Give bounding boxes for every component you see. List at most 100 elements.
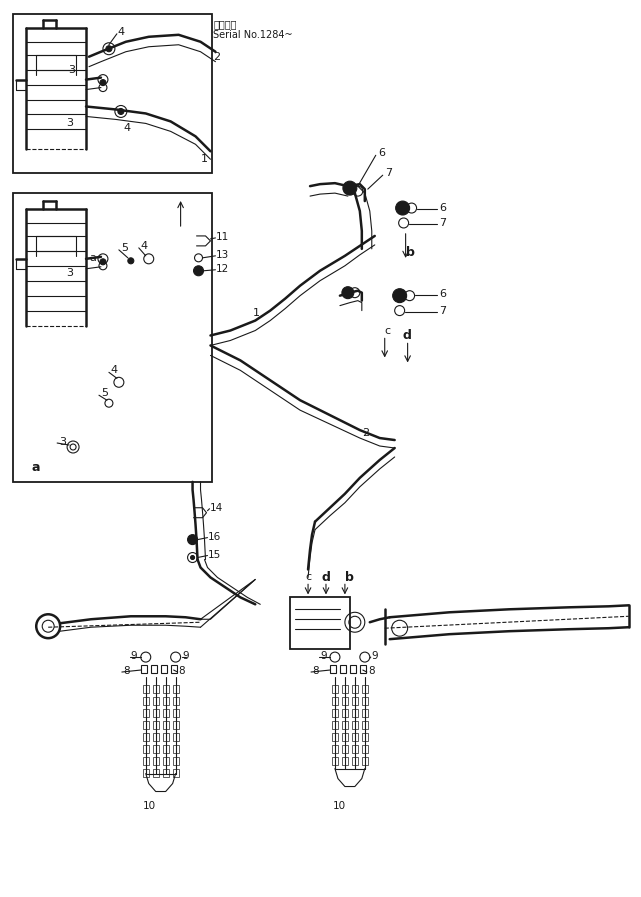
Text: 15: 15 (208, 550, 221, 560)
Circle shape (190, 555, 195, 560)
Text: d: d (403, 329, 412, 342)
Text: 9: 9 (320, 651, 327, 661)
Bar (163, 757, 169, 764)
Bar (332, 709, 338, 717)
Text: 4: 4 (118, 27, 125, 37)
Bar (362, 721, 368, 728)
Bar (352, 697, 358, 705)
Bar (163, 733, 169, 741)
Bar (161, 665, 167, 673)
Bar (172, 745, 179, 753)
Bar (143, 769, 149, 777)
Bar (153, 697, 159, 705)
Text: 2: 2 (213, 52, 221, 62)
Text: 10: 10 (333, 801, 346, 812)
Bar (143, 721, 149, 728)
Circle shape (393, 289, 406, 302)
Bar (332, 697, 338, 705)
Bar (340, 665, 346, 673)
Bar (362, 685, 368, 693)
Bar (172, 685, 179, 693)
Bar (332, 757, 338, 764)
Bar (172, 757, 179, 764)
Bar (143, 733, 149, 741)
Bar (163, 721, 169, 728)
Text: 9: 9 (372, 651, 378, 661)
Bar (163, 745, 169, 753)
Bar (153, 709, 159, 717)
Text: 13: 13 (215, 250, 229, 260)
Text: c: c (305, 572, 311, 582)
Bar (172, 697, 179, 705)
Circle shape (100, 80, 106, 85)
Text: b: b (406, 247, 415, 259)
Text: 9: 9 (183, 651, 189, 661)
Bar (153, 721, 159, 728)
Bar (143, 697, 149, 705)
Text: 6: 6 (440, 203, 447, 213)
Text: 12: 12 (215, 264, 229, 274)
Bar (153, 685, 159, 693)
Bar (143, 685, 149, 693)
Circle shape (100, 259, 106, 265)
Text: 6: 6 (440, 289, 447, 299)
Bar (362, 709, 368, 717)
Text: 1: 1 (201, 154, 208, 164)
Bar (13, 13, 212, 173)
Text: 6: 6 (378, 148, 385, 158)
Bar (342, 697, 348, 705)
Bar (143, 745, 149, 753)
Bar (360, 665, 366, 673)
Bar (342, 745, 348, 753)
Text: 8: 8 (368, 666, 374, 676)
Text: 3: 3 (66, 268, 73, 278)
Text: 4: 4 (111, 365, 118, 375)
Bar (352, 757, 358, 764)
Bar (172, 709, 179, 717)
Bar (141, 665, 147, 673)
Text: 適用号簿: 適用号簿 (213, 19, 237, 29)
Bar (352, 721, 358, 728)
Circle shape (188, 535, 197, 544)
Bar (330, 665, 336, 673)
Bar (13, 193, 212, 482)
Bar (143, 757, 149, 764)
Bar (362, 745, 368, 753)
Text: 3: 3 (66, 118, 73, 128)
Text: 7: 7 (440, 306, 447, 316)
Bar (163, 685, 169, 693)
Bar (362, 733, 368, 741)
Bar (342, 721, 348, 728)
Bar (332, 685, 338, 693)
Bar (362, 757, 368, 764)
Text: 4: 4 (141, 241, 148, 251)
Bar (143, 709, 149, 717)
Bar (342, 757, 348, 764)
Text: Serial No.1284~: Serial No.1284~ (213, 30, 293, 39)
Bar (362, 697, 368, 705)
Circle shape (342, 287, 354, 299)
Text: 5: 5 (121, 243, 128, 253)
Bar (153, 745, 159, 753)
Text: 11: 11 (215, 232, 229, 242)
Bar (172, 769, 179, 777)
Text: 7: 7 (440, 218, 447, 228)
Bar (352, 709, 358, 717)
Circle shape (128, 257, 134, 264)
Text: 3: 3 (68, 65, 75, 74)
Bar (153, 769, 159, 777)
Text: a: a (89, 253, 96, 263)
Bar (163, 769, 169, 777)
Text: 9: 9 (131, 651, 137, 661)
Text: 8: 8 (123, 666, 129, 676)
Circle shape (343, 181, 357, 196)
Bar (332, 721, 338, 728)
Circle shape (106, 46, 112, 52)
Bar (342, 709, 348, 717)
Bar (172, 733, 179, 741)
Bar (352, 745, 358, 753)
Bar (171, 665, 177, 673)
Text: 1: 1 (253, 308, 260, 318)
Text: 16: 16 (208, 532, 221, 542)
Text: 2: 2 (362, 428, 369, 438)
